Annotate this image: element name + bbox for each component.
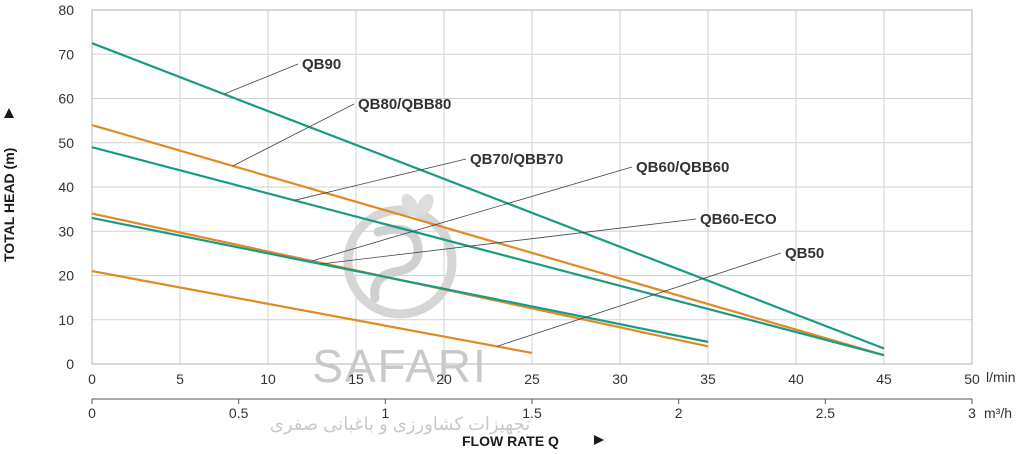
x-tick-label: 5 xyxy=(176,371,184,387)
x2-tick-label: 0 xyxy=(88,405,96,421)
x2-tick-label: 2 xyxy=(675,405,683,421)
x-tick-label: 30 xyxy=(612,371,628,387)
watermark-subtitle: تجهیزات کشاورزی و باغبانی صفری xyxy=(270,414,530,435)
grid xyxy=(91,9,973,365)
label-leader-line xyxy=(311,166,633,262)
series-line-4 xyxy=(91,216,709,343)
x-tick-label: 45 xyxy=(876,371,892,387)
series-label: QB90 xyxy=(302,56,341,73)
label-leader-line xyxy=(223,63,299,95)
x2-unit-label: m³/h xyxy=(984,405,1012,421)
y-tick-label: 0 xyxy=(66,356,74,372)
y-tick-label: 70 xyxy=(58,46,74,62)
x2-tick-label: 3 xyxy=(968,405,976,421)
x2-tick-label: 1 xyxy=(381,405,389,421)
label-leader-line xyxy=(496,252,782,347)
series-line-2 xyxy=(91,146,885,357)
y-tick-label: 20 xyxy=(58,268,74,284)
x2-tick-label: 2.5 xyxy=(816,405,836,421)
y-tick-label: 50 xyxy=(58,135,74,151)
y-tick-label: 40 xyxy=(58,179,74,195)
label-leaders: QB90 QB80/QBB80 QB70/QBB70 QB60/QBB60 QB60-E… xyxy=(223,56,824,347)
series-line-5 xyxy=(91,269,533,355)
y-tick-label: 30 xyxy=(58,223,74,239)
y-tick-label: 80 xyxy=(58,2,74,18)
x-tick-label: 50 xyxy=(964,371,980,387)
watermark-brand: SAFARI xyxy=(312,340,488,392)
x-tick-label: 10 xyxy=(260,371,276,387)
watermark-logo: SAFARI تجهیزات کشاورزی و باغبانی صفری xyxy=(270,194,530,435)
x-tick-label: 0 xyxy=(88,371,96,387)
x-tick-label: 40 xyxy=(788,371,804,387)
y-tick-label: 10 xyxy=(58,312,74,328)
series-label: QB60-ECO xyxy=(700,211,777,228)
series-label: QB70/QBB70 xyxy=(470,151,563,168)
label-leader-line xyxy=(320,218,697,265)
x-tick-label: 25 xyxy=(524,371,540,387)
x-tick-label: 20 xyxy=(436,371,452,387)
label-leader-line xyxy=(232,103,355,167)
series-label: QB50 xyxy=(785,245,824,262)
x2-tick-label: 1.5 xyxy=(522,405,542,421)
y-axis-title: TOTAL HEAD (m) xyxy=(1,148,17,262)
x-axis-title: FLOW RATE Q xyxy=(462,433,559,449)
y-tick-label: 60 xyxy=(58,91,74,107)
tick-labels: 0 5 10 15 20 25 30 35 40 45 50 0 10 20 30 40 50 60 70 80 0 0.… xyxy=(58,2,980,421)
x-tick-label: 35 xyxy=(700,371,716,387)
x-unit-label: l/min xyxy=(986,369,1016,385)
series-lines xyxy=(91,42,885,357)
x-axis-arrow-icon xyxy=(594,435,604,445)
series-label: QB80/QBB80 xyxy=(358,96,451,113)
label-leader-line xyxy=(294,158,467,201)
y-axis-arrow-icon xyxy=(4,108,14,118)
x-tick-label: 15 xyxy=(348,371,364,387)
series-line-1 xyxy=(91,123,885,357)
x2-tick-label: 0.5 xyxy=(229,405,249,421)
series-label: QB60/QBB60 xyxy=(636,159,729,176)
plot-frame xyxy=(91,9,973,365)
series-line-0 xyxy=(91,42,885,350)
